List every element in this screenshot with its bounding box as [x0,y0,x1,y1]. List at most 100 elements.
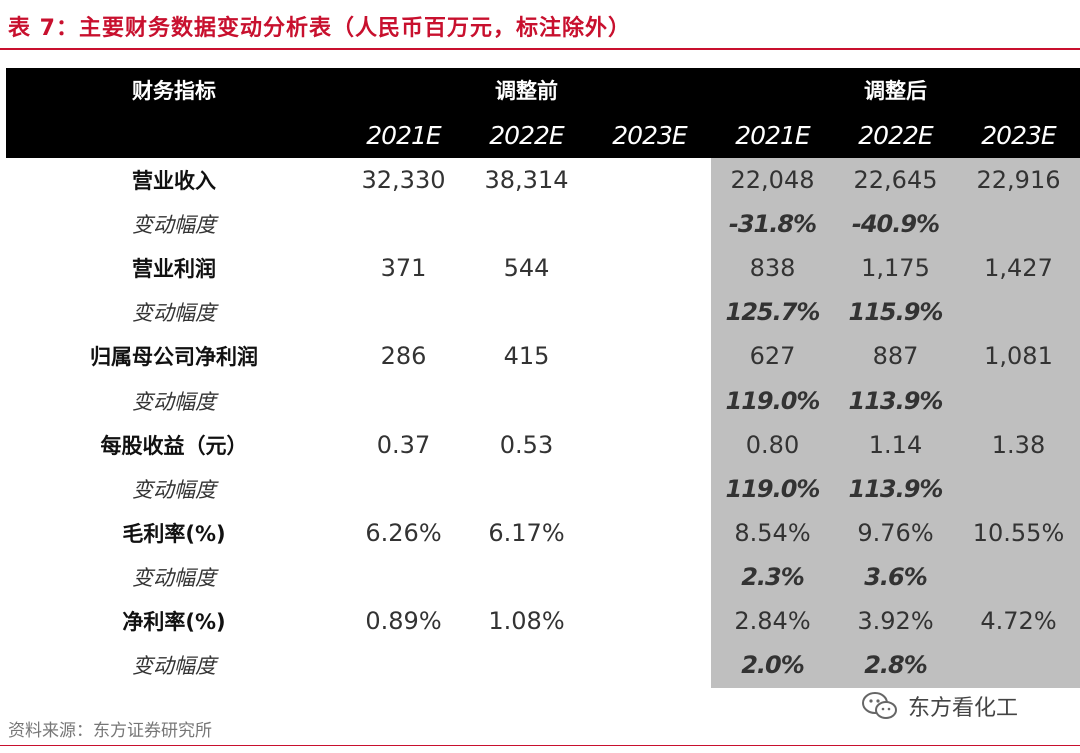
table-title: 表 7：主要财务数据变动分析表（人民币百万元，标注除外） [8,16,631,41]
table-row: 变动幅度 2.3% 3.6% [6,555,1080,599]
row-change-label: 变动幅度 [132,213,216,238]
table-cell: 415 [503,342,550,371]
table-cell [588,334,711,378]
table-cell: 2.3% [741,562,805,591]
table-cell: 119.0% [725,386,821,415]
table-cell [465,202,588,246]
table-cell: 115.9% [848,298,944,327]
table-cell [342,555,465,599]
header-group-after: 调整后 [834,68,957,112]
row-metric-label: 归属母公司净利润 [90,345,258,370]
header-year: 2021E [711,112,834,158]
row-metric-label: 每股收益（元） [100,433,248,458]
header-year: 2023E [588,112,711,158]
table-cell [465,555,588,599]
table-cell: 6.17% [488,518,565,547]
watermark: 东方看化工 [860,690,1018,722]
header-row-groups: 财务指标 调整前 调整后 [6,68,1080,112]
header-year: 2023E [957,112,1080,158]
row-change-label: 变动幅度 [132,301,216,326]
table-cell [465,290,588,334]
table-cell: 8.54% [734,518,811,547]
row-change-label: 变动幅度 [132,477,216,502]
table-cell: 125.7% [725,298,821,327]
row-metric-label: 毛利率(%) [122,521,226,546]
row-change-label: 变动幅度 [132,565,216,590]
row-metric-label: 净利率(%) [122,609,226,634]
table-cell [588,378,711,422]
row-metric-label: 营业利润 [132,257,216,282]
bottom-divider [0,745,1080,746]
table-cell: 9.76% [857,518,934,547]
table-cell: 3.6% [864,562,928,591]
financial-table-container: 财务指标 调整前 调整后 2021E 2022E 2023E 2021E 202… [6,68,1080,688]
table-cell [588,423,711,467]
row-change-label: 变动幅度 [132,654,216,679]
table-cell: 1,427 [984,254,1053,283]
table-cell: 38,314 [484,166,569,195]
table-cell: 22,048 [730,166,815,195]
table-row: 变动幅度 2.0% 2.8% [6,643,1080,687]
table-cell [588,290,711,334]
table-cell: 1.38 [991,430,1046,459]
table-cell [588,599,711,643]
row-metric-label: 营业收入 [132,169,216,194]
table-cell: 286 [380,342,427,371]
table-row: 营业收入 32,330 38,314 22,048 22,645 22,916 [6,158,1080,202]
wechat-icon [862,692,897,719]
table-row: 变动幅度 119.0% 113.9% [6,467,1080,511]
table-cell [465,378,588,422]
source-note: 资料来源：东方证券研究所 [8,721,212,741]
header-year: 2022E [465,112,588,158]
header-group-before: 调整前 [465,68,588,112]
table-row: 变动幅度 119.0% 113.9% [6,378,1080,422]
table-cell [465,643,588,687]
table-cell: 887 [872,342,919,371]
table-cell: 0.37 [376,430,431,459]
table-cell [342,202,465,246]
table-cell [957,378,1080,422]
row-change-label: 变动幅度 [132,389,216,414]
table-cell: 371 [380,254,427,283]
table-cell: 22,916 [976,166,1061,195]
header-year: 2021E [342,112,465,158]
table-cell [588,158,711,202]
table-cell: 0.53 [499,430,554,459]
table-cell: 544 [503,254,550,283]
table-cell [957,202,1080,246]
table-cell [342,643,465,687]
table-cell: 2.84% [734,606,811,635]
table-cell [588,246,711,290]
table-cell: 838 [749,254,796,283]
table-cell: 4.72% [980,606,1057,635]
table-cell: 0.89% [365,606,442,635]
table-cell [342,467,465,511]
table-cell [342,290,465,334]
table-cell [957,290,1080,334]
adjusted-columns-shade [711,158,1080,688]
table-cell: 2.0% [741,651,805,680]
table-cell: 1.08% [488,606,565,635]
table-cell [588,202,711,246]
header-year: 2022E [834,112,957,158]
table-cell: 3.92% [857,606,934,635]
table-cell [957,643,1080,687]
table-cell: 113.9% [848,474,944,503]
table-cell: 10.55% [972,518,1065,547]
table-cell [342,378,465,422]
table-cell: 6.26% [365,518,442,547]
table-row: 变动幅度 -31.8% -40.9% [6,202,1080,246]
table-cell [588,643,711,687]
table-body: 营业收入 32,330 38,314 22,048 22,645 22,916 变动幅度 -3… [6,158,1080,687]
table-cell: -31.8% [728,210,817,239]
financial-data-table: 财务指标 调整前 调整后 2021E 2022E 2023E 2021E 202… [6,68,1080,687]
table-row: 营业利润 371 544 838 1,175 1,427 [6,246,1080,290]
table-cell: 113.9% [848,386,944,415]
table-row: 毛利率(%) 6.26% 6.17% 8.54% 9.76% 10.55% [6,511,1080,555]
table-cell [957,555,1080,599]
table-row: 变动幅度 125.7% 115.9% [6,290,1080,334]
title-divider [0,48,1080,50]
table-cell: 32,330 [361,166,446,195]
table-cell [588,467,711,511]
table-cell: 119.0% [725,474,821,503]
